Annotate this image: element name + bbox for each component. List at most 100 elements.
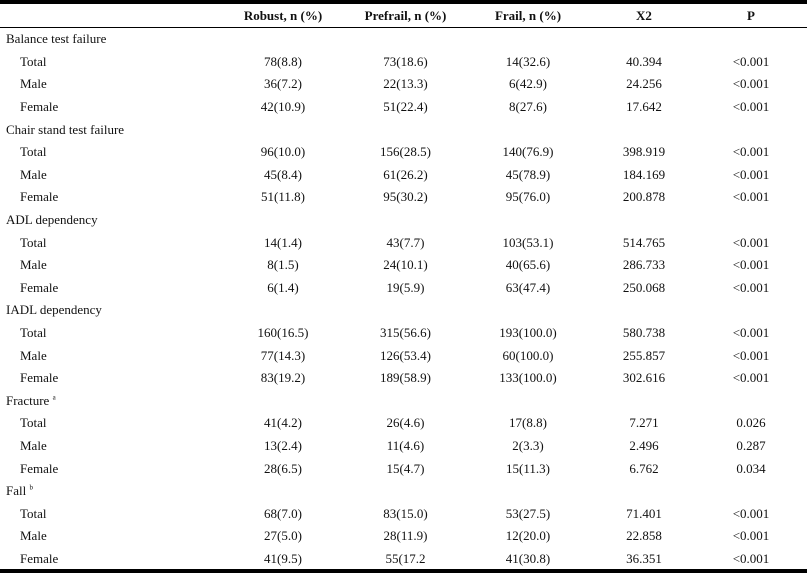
row-label: Female <box>20 279 59 295</box>
cell-p: <0.001 <box>732 76 770 92</box>
cell-x2: 36.351 <box>626 550 662 566</box>
cell-frail: 14(32.6) <box>505 53 551 69</box>
cell-frail: 8(27.6) <box>509 99 547 115</box>
group-row: ADL dependency <box>0 209 807 232</box>
cell-p: <0.001 <box>732 234 770 250</box>
cell-prefrail: 28(11.9) <box>383 528 428 544</box>
cell-prefrail: 55(17.2 <box>385 550 426 566</box>
group-row: Fall b <box>0 480 807 503</box>
cell-robust: 28(6.5) <box>264 460 302 476</box>
table-row: Total 78(8.8) 73(18.6) 14(32.6) 40.394 <… <box>0 51 807 74</box>
cell-p: <0.001 <box>732 505 770 521</box>
cell-prefrail: 22(13.3) <box>383 76 428 92</box>
table-row: Total 68(7.0) 83(15.0) 53(27.5) 71.401 <… <box>0 502 807 525</box>
cell-prefrail: 95(30.2) <box>383 189 428 205</box>
row-label: Total <box>20 325 47 341</box>
header-prefrail: Prefrail, n (%) <box>364 8 447 23</box>
group-title: Fracture <box>6 392 50 408</box>
table-bottom-rule <box>0 569 807 573</box>
cell-p: <0.001 <box>732 550 770 566</box>
row-label: Total <box>20 144 47 160</box>
table-row: Total 14(1.4) 43(7.7) 103(53.1) 514.765 … <box>0 231 807 254</box>
cell-p: <0.001 <box>732 53 770 69</box>
group-title-cell: Fall b <box>0 480 807 503</box>
cell-prefrail: 61(26.2) <box>383 166 428 182</box>
row-label: Female <box>20 99 59 115</box>
table-header-rule <box>0 27 807 28</box>
cell-p: <0.001 <box>732 189 770 205</box>
group-title: ADL dependency <box>6 212 98 228</box>
cell-x2: 71.401 <box>626 505 662 521</box>
table-row: Male 13(2.4) 11(4.6) 2(3.3) 2.496 0.287 <box>0 435 807 458</box>
table-row: Female 6(1.4) 19(5.9) 63(47.4) 250.068 <… <box>0 277 807 300</box>
cell-frail: 12(20.0) <box>505 528 551 544</box>
cell-x2: 514.765 <box>622 234 666 250</box>
table-row: Total 160(16.5) 315(56.6) 193(100.0) 580… <box>0 322 807 345</box>
cell-robust: 13(2.4) <box>264 437 302 453</box>
cell-x2: 398.919 <box>622 144 666 160</box>
row-label: Female <box>20 189 59 205</box>
cell-frail: 53(27.5) <box>505 505 551 521</box>
table-row: Female 51(11.8) 95(30.2) 95(76.0) 200.87… <box>0 186 807 209</box>
cell-frail: 15(11.3) <box>506 460 550 476</box>
row-label: Male <box>20 76 47 92</box>
group-title: IADL dependency <box>6 302 102 318</box>
cell-robust: 27(5.0) <box>264 528 302 544</box>
table-row: Male 27(5.0) 28(11.9) 12(20.0) 22.858 <0… <box>0 525 807 548</box>
cell-robust: 45(8.4) <box>264 166 302 182</box>
row-label: Total <box>20 234 47 250</box>
cell-robust: 160(16.5) <box>257 325 309 341</box>
group-title: Balance test failure <box>6 31 107 47</box>
cell-frail: 103(53.1) <box>502 234 554 250</box>
cell-p: <0.001 <box>732 325 770 341</box>
footnote-marker: a <box>52 393 56 402</box>
group-row: Chair stand test failure <box>0 118 807 141</box>
cell-frail: 95(76.0) <box>505 189 551 205</box>
table-row: Male 77(14.3) 126(53.4) 60(100.0) 255.85… <box>0 344 807 367</box>
cell-p: <0.001 <box>732 279 770 295</box>
cell-prefrail: 156(28.5) <box>380 144 431 160</box>
cell-p: <0.001 <box>732 370 770 386</box>
cell-prefrail: 26(4.6) <box>386 415 425 431</box>
group-row: Fracture a <box>0 390 807 413</box>
table-row: Male 8(1.5) 24(10.1) 40(65.6) 286.733 <0… <box>0 254 807 277</box>
table-row: Female 28(6.5) 15(4.7) 15(11.3) 6.762 0.… <box>0 457 807 480</box>
cell-frail: 63(47.4) <box>505 279 551 295</box>
row-label: Female <box>20 550 59 566</box>
group-title-cell: ADL dependency <box>0 209 807 232</box>
cell-prefrail: 11(4.6) <box>386 437 425 453</box>
cell-robust: 36(7.2) <box>264 76 302 92</box>
group-title: Fall <box>6 483 27 499</box>
cell-prefrail: 24(10.1) <box>383 257 428 273</box>
cell-frail: 133(100.0) <box>499 370 557 386</box>
header-p: P <box>747 8 755 23</box>
row-label: Total <box>20 53 47 69</box>
cell-x2: 200.878 <box>622 189 666 205</box>
cell-robust: 51(11.8) <box>261 189 305 205</box>
cell-robust: 96(10.0) <box>260 144 306 160</box>
cell-x2: 286.733 <box>622 257 666 273</box>
row-label: Male <box>20 528 47 544</box>
header-frail: Frail, n (%) <box>494 8 562 23</box>
cell-robust: 14(1.4) <box>264 234 302 250</box>
row-label: Total <box>20 505 47 521</box>
cell-frail: 60(100.0) <box>502 347 554 363</box>
header-label <box>0 4 218 28</box>
table-row: Total 96(10.0) 156(28.5) 140(76.9) 398.9… <box>0 141 807 164</box>
cell-x2: 250.068 <box>622 279 666 295</box>
cell-p: <0.001 <box>732 144 770 160</box>
cell-prefrail: 83(15.0) <box>383 505 428 521</box>
cell-robust: 83(19.2) <box>260 370 306 386</box>
cell-p: <0.001 <box>732 257 770 273</box>
cell-prefrail: 15(4.7) <box>386 460 425 476</box>
cell-robust: 8(1.5) <box>267 257 299 273</box>
cell-x2: 184.169 <box>622 166 666 182</box>
group-title: Chair stand test failure <box>6 121 125 137</box>
table-row: Female 42(10.9) 51(22.4) 8(27.6) 17.642 … <box>0 96 807 119</box>
table-body: Balance test failure Total 78(8.8) 73(18… <box>0 28 807 570</box>
group-title-cell: IADL dependency <box>0 299 807 322</box>
group-row: IADL dependency <box>0 299 807 322</box>
table-top-rule <box>0 0 807 4</box>
cell-prefrail: 189(58.9) <box>380 370 431 386</box>
row-label: Total <box>20 415 47 431</box>
